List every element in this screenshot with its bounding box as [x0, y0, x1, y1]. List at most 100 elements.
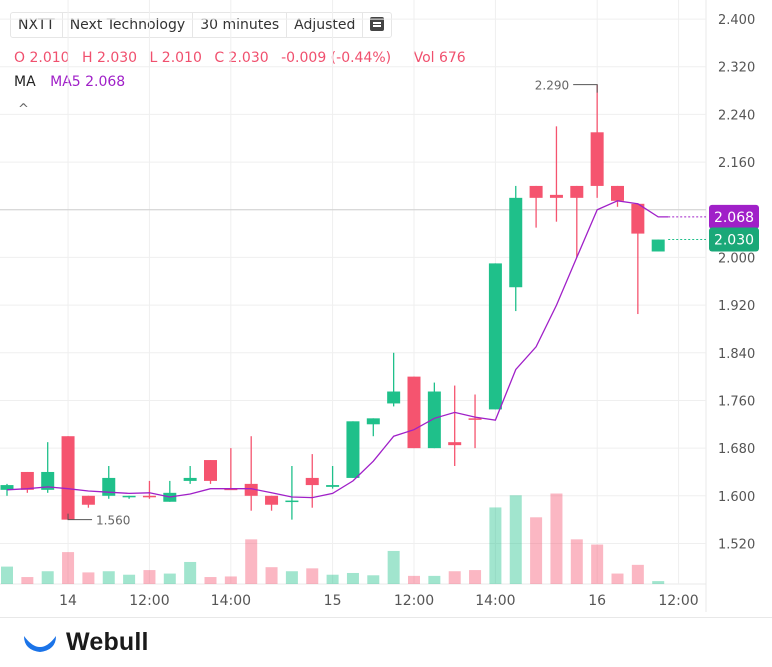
y-tick-label: 2.400: [718, 13, 755, 28]
volume-bar: [184, 561, 197, 584]
x-tick-label: 14:00: [211, 593, 251, 609]
candle-body: [549, 194, 563, 198]
candle-body: [81, 495, 95, 505]
candle-body: [305, 477, 319, 486]
candle-body: [204, 460, 217, 481]
low-marker-label: 1.560: [96, 514, 130, 528]
volume-bar: [631, 564, 644, 584]
chart-toolbar: NXTT Next Technology 30 minutes Adjusted: [10, 12, 393, 38]
price-tags: 2.068 2.030: [668, 204, 759, 252]
volume-bar: [245, 539, 258, 584]
webull-logo-icon: [24, 635, 56, 652]
webull-logo[interactable]: Webull: [22, 628, 149, 657]
volume-bar: [652, 581, 665, 584]
volume-bar: [163, 573, 176, 584]
volume-bar: [591, 544, 604, 584]
volume-bar: [62, 552, 75, 584]
candle-body: [183, 477, 197, 481]
candle-body: [448, 442, 462, 446]
volume-bar: [82, 572, 95, 584]
candle-body: [468, 418, 482, 420]
volume-bar: [550, 493, 563, 584]
volume-bar: [509, 495, 522, 584]
ma5-value: MA5 2.068: [50, 74, 126, 90]
candle-body: [285, 500, 299, 503]
volume-bar: [285, 571, 298, 584]
candle-body: [611, 185, 624, 201]
volume-bar: [102, 571, 115, 584]
volume-bar: [367, 575, 380, 584]
candle-body: [651, 239, 665, 252]
volume-bar: [143, 570, 156, 584]
volume-bar: [204, 577, 217, 584]
y-axis: 2.4002.3202.2402.1602.0802.0001.9201.840…: [718, 13, 755, 552]
company-name[interactable]: Next Technology: [63, 13, 194, 37]
high-marker-label: 2.290: [535, 79, 569, 93]
candle-body: [224, 488, 238, 491]
volume-bar: [41, 571, 54, 584]
volume-bar: [1, 566, 13, 584]
grid-lines: [0, 0, 706, 584]
volume-bar: [326, 574, 339, 584]
low-marker-line: [67, 513, 93, 521]
volume-bar: [21, 577, 34, 584]
y-tick-label: 1.920: [718, 299, 755, 314]
candle-body: [387, 391, 401, 404]
volume-bar: [530, 517, 543, 584]
y-tick-label: 1.680: [718, 442, 755, 457]
y-tick-label: 2.320: [718, 61, 755, 76]
ma5-line: [6, 200, 669, 499]
y-tick-label: 2.160: [718, 156, 755, 171]
change-value: -0.009 (-0.44%): [281, 50, 392, 66]
candle-body: [20, 471, 34, 490]
volume-bar: [123, 574, 136, 584]
candle-body: [427, 391, 441, 449]
close-value: C 2.030: [214, 50, 269, 66]
candle-body: [265, 495, 279, 505]
x-axis: 14 12:00 14:00 15 12:00 14:00 16 12:00: [59, 593, 699, 609]
candle-body: [142, 495, 156, 498]
interval-selector[interactable]: 30 minutes: [193, 13, 288, 37]
x-tick-label: 15: [324, 593, 342, 609]
webull-logo-text: Webull: [66, 628, 149, 656]
volume-bar: [387, 550, 400, 584]
candle-body: [0, 485, 14, 490]
volume-bar: [346, 572, 359, 584]
ma5-price-tag: [709, 204, 759, 229]
last-price-tag: [709, 227, 759, 252]
high-marker-line: [573, 84, 598, 93]
y-tick-label: 1.600: [718, 490, 755, 505]
x-tick-label: 12:00: [129, 593, 169, 609]
chevron-up-icon[interactable]: ^: [18, 102, 29, 117]
candle-body: [244, 483, 258, 496]
symbol-label[interactable]: NXTT: [11, 13, 63, 37]
annotations: 2.290 1.560: [67, 79, 598, 528]
ma-legend[interactable]: MA MA5 2.068: [14, 74, 125, 90]
candle-body: [570, 185, 584, 198]
volume-bar: [611, 573, 624, 584]
high-value: H 2.030: [82, 50, 138, 66]
ma5-price-tag-label: 2.068: [714, 210, 754, 226]
ma-label: MA: [14, 74, 36, 90]
candle-body: [590, 132, 604, 186]
price-chart[interactable]: 2.4002.3202.2402.1602.0802.0001.9201.840…: [0, 0, 772, 612]
x-tick-label: 12:00: [658, 593, 698, 609]
volume-bar: [448, 571, 461, 584]
candle-body: [61, 436, 75, 520]
candle-body: [631, 203, 645, 234]
volume-bar: [306, 568, 319, 584]
adjust-selector[interactable]: Adjusted: [287, 13, 364, 37]
candle-body: [407, 376, 421, 449]
x-tick-label: 14: [59, 593, 77, 609]
volume-bar: [428, 575, 441, 584]
y-tick-label: 2.240: [718, 108, 755, 123]
footer-divider: [0, 617, 772, 618]
menu-icon: [370, 17, 385, 31]
candle-body: [366, 418, 380, 425]
volume-value: Vol 676: [413, 50, 466, 66]
menu-button[interactable]: [363, 13, 391, 37]
volume-bar: [570, 539, 583, 584]
candles: [0, 84, 665, 520]
candle-body: [509, 197, 523, 288]
volume-bars: [1, 493, 665, 584]
